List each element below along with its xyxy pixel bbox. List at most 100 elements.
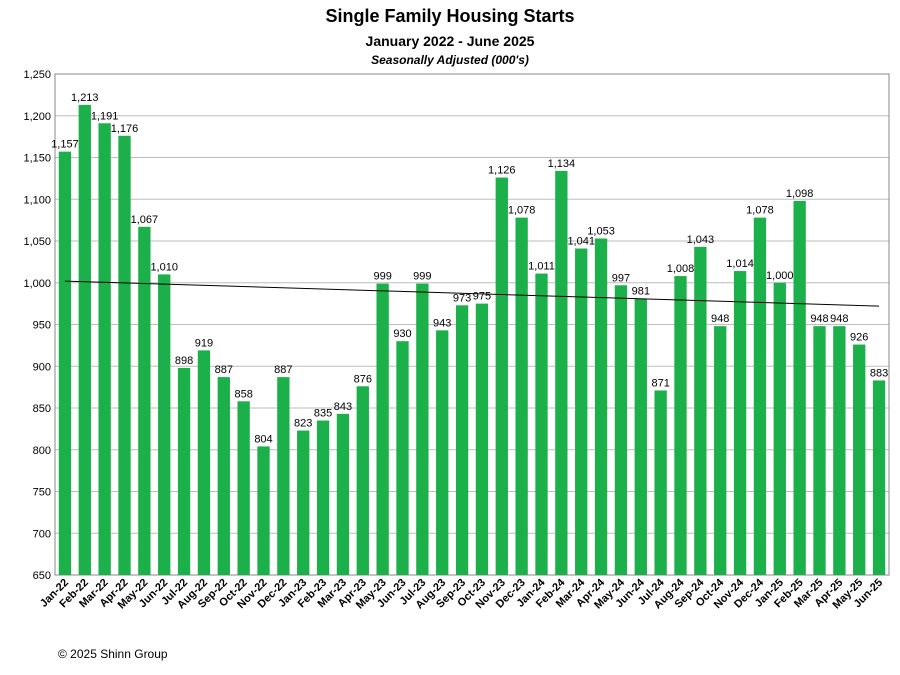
chart-subtitle-italic: Seasonally Adjusted (000's) bbox=[371, 53, 529, 67]
data-label: 1,000 bbox=[766, 270, 794, 282]
data-label: 1,011 bbox=[528, 261, 555, 273]
plot-area-border bbox=[54, 73, 890, 576]
data-label: 1,098 bbox=[786, 188, 814, 200]
data-label: 1,078 bbox=[746, 205, 774, 217]
bar bbox=[376, 283, 389, 575]
bar bbox=[674, 276, 687, 575]
bar bbox=[356, 386, 369, 575]
chart-title: Single Family Housing Starts bbox=[325, 6, 575, 26]
data-label: 887 bbox=[215, 364, 233, 376]
bar bbox=[614, 285, 628, 575]
bar bbox=[78, 104, 91, 576]
y-tick-label: 800 bbox=[33, 445, 51, 457]
bar bbox=[336, 413, 350, 575]
bar bbox=[833, 326, 846, 575]
bar bbox=[118, 135, 131, 576]
bar bbox=[416, 283, 429, 575]
bar bbox=[694, 246, 707, 575]
data-label: 999 bbox=[413, 271, 431, 283]
data-label: 1,053 bbox=[587, 225, 615, 237]
bar bbox=[714, 326, 727, 575]
data-label: 835 bbox=[314, 408, 332, 420]
bar bbox=[455, 305, 469, 575]
y-tick-label: 1,000 bbox=[23, 278, 51, 290]
bar bbox=[177, 367, 191, 575]
y-tick-label: 900 bbox=[33, 361, 51, 373]
bar bbox=[654, 390, 667, 575]
y-tick-label: 1,200 bbox=[23, 111, 51, 123]
y-tick-label: 1,150 bbox=[23, 153, 51, 165]
bar bbox=[138, 226, 151, 575]
bar bbox=[257, 446, 270, 575]
y-tick-label: 1,250 bbox=[23, 69, 51, 81]
bar bbox=[555, 170, 568, 576]
copyright-footer: © 2025 Shinn Group bbox=[58, 647, 168, 661]
data-label: 973 bbox=[453, 292, 471, 304]
data-label: 1,014 bbox=[726, 258, 754, 270]
data-label: 887 bbox=[274, 364, 292, 376]
bar bbox=[237, 401, 250, 575]
data-label: 898 bbox=[175, 355, 193, 367]
data-label: 1,008 bbox=[667, 263, 695, 275]
trendline bbox=[64, 280, 880, 307]
bar bbox=[872, 380, 886, 575]
bar bbox=[277, 377, 290, 575]
bar bbox=[813, 326, 826, 575]
data-label: 943 bbox=[433, 317, 451, 329]
bar bbox=[58, 151, 72, 575]
bar bbox=[396, 341, 409, 575]
y-tick-label: 1,050 bbox=[23, 236, 51, 248]
bar bbox=[594, 238, 608, 575]
bar bbox=[535, 273, 548, 575]
data-label: 930 bbox=[393, 328, 411, 340]
data-label: 975 bbox=[473, 291, 491, 303]
data-label: 997 bbox=[612, 272, 630, 284]
bar bbox=[773, 282, 786, 575]
bar bbox=[753, 217, 767, 575]
data-label: 804 bbox=[254, 433, 272, 445]
bar bbox=[733, 271, 747, 575]
data-label: 999 bbox=[373, 271, 391, 283]
data-label: 1,010 bbox=[150, 261, 178, 273]
data-label: 871 bbox=[651, 377, 669, 389]
data-label: 876 bbox=[354, 373, 372, 385]
bar bbox=[634, 298, 647, 575]
y-tick-label: 850 bbox=[33, 403, 51, 415]
bar bbox=[217, 377, 230, 575]
data-label: 1,213 bbox=[71, 92, 99, 104]
data-label: 883 bbox=[870, 367, 888, 379]
bar bbox=[316, 420, 330, 575]
y-tick-label: 1,100 bbox=[23, 194, 51, 206]
y-tick-label: 700 bbox=[33, 528, 51, 540]
data-label: 823 bbox=[294, 418, 312, 430]
bar bbox=[575, 248, 588, 575]
bar bbox=[158, 274, 171, 575]
data-label: 1,126 bbox=[488, 165, 516, 177]
bar bbox=[98, 123, 111, 575]
data-label: 843 bbox=[334, 401, 352, 413]
bar bbox=[436, 330, 449, 575]
data-label: 948 bbox=[830, 313, 848, 325]
y-tick-label: 750 bbox=[33, 487, 51, 499]
data-label: 1,157 bbox=[51, 139, 79, 151]
chart-subtitle: January 2022 - June 2025 bbox=[365, 33, 535, 49]
data-label: 1,191 bbox=[91, 110, 119, 122]
data-label: 926 bbox=[850, 332, 868, 344]
data-label: 948 bbox=[711, 313, 729, 325]
data-label: 858 bbox=[234, 388, 252, 400]
data-label: 919 bbox=[195, 337, 213, 349]
data-label: 1,043 bbox=[687, 234, 715, 246]
bar bbox=[297, 430, 310, 575]
y-tick-label: 950 bbox=[33, 320, 51, 332]
data-label: 1,176 bbox=[111, 123, 139, 135]
bar bbox=[475, 303, 489, 575]
bar bbox=[515, 217, 528, 575]
data-label: 981 bbox=[632, 286, 650, 298]
data-label: 948 bbox=[810, 313, 828, 325]
bar bbox=[197, 350, 211, 575]
bar bbox=[495, 177, 508, 576]
data-label: 1,134 bbox=[548, 158, 576, 170]
bar bbox=[793, 200, 806, 576]
bar bbox=[853, 344, 866, 575]
